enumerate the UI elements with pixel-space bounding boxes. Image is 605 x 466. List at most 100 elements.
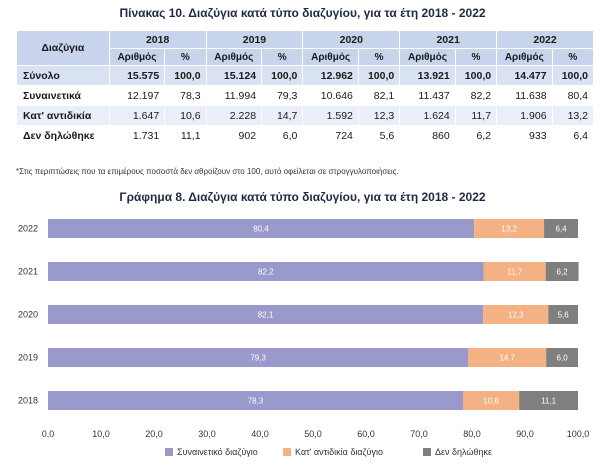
year-header: 2021 [399,30,498,49]
bar-segment [468,348,547,367]
pct-cell: 13,2 [551,105,595,126]
pct-cell: 100,0 [261,65,304,86]
row-label: Συναινετικά [16,85,110,106]
data-label: 11,1 [541,397,557,406]
data-label: 5,6 [558,311,570,320]
count-cell: 1.592 [302,105,359,126]
pct-header: % [551,48,595,66]
pct-cell: 100,0 [551,65,595,86]
count-cell: 1.624 [399,105,456,126]
legend-label: Δεν δηλώθηκε [435,447,492,457]
bar-segment [462,391,520,410]
row-label: Σύνολο [16,65,110,86]
pct-header: % [261,48,304,66]
count-cell: 1.906 [496,105,553,126]
pct-header: % [357,48,401,66]
pct-cell: 10,6 [164,105,207,126]
bar-segment [48,348,469,367]
legend-swatch [283,448,291,456]
bar-segment [544,219,578,238]
pct-cell: 100,0 [164,65,207,86]
count-cell: 724 [302,125,359,146]
x-tick-label: 60,0 [357,429,375,439]
category-label: 2018 [18,396,38,406]
count-header: Αριθμός [496,48,553,66]
bar-segment [48,305,484,324]
data-label: 82,1 [258,311,274,320]
table-row: Κατ' αντιδικία 1.647 10,6 2.228 14,7 1.592 12,… [16,105,595,126]
legend-item: Συναινετικό διαζύγιο [165,447,258,457]
data-label: 80,4 [253,225,269,234]
x-tick-label: 30,0 [198,429,216,439]
count-header: Αριθμός [108,48,166,66]
table-body: Σύνολο 15.575 100,0 15.124 100,0 12.962 100,0 1… [16,65,595,146]
pct-cell: 80,4 [551,85,595,106]
x-tick-label: 20,0 [145,429,163,439]
pct-header: % [164,48,207,66]
bar-segment [483,262,546,281]
data-label: 78,3 [248,397,264,406]
data-label: 6,0 [557,354,569,363]
count-cell: 13.921 [399,65,456,86]
table-row: Σύνολο 15.575 100,0 15.124 100,0 12.962 100,0 1… [16,65,595,86]
count-cell: 12.962 [302,65,359,86]
table-title: Πίνακας 10. Διαζύγια κατά τύπο διαζυγίου… [119,6,486,20]
legend-item: Κατ' αντιδικία διαζύγιο [283,447,383,457]
data-label: 11,7 [507,268,523,277]
x-tick-label: 90,0 [516,429,534,439]
count-cell: 2.228 [205,105,263,126]
corner-header: Διαζύγια [16,30,110,66]
year-header: 2019 [205,30,304,49]
count-header: Αριθμός [302,48,359,66]
bar-segment [48,219,475,238]
count-cell: 12.197 [108,85,166,106]
x-tick-label: 50,0 [304,429,322,439]
pct-cell: 5,6 [357,125,401,146]
data-label: 10,6 [483,397,499,406]
x-tick-label: 70,0 [410,429,428,439]
year-header: 2020 [302,30,401,49]
table-footnote: *Στις περιπτώσεις που τα επιμέρους ποσοσ… [16,167,399,176]
count-cell: 15.575 [108,65,166,86]
x-tick-label: 0,0 [42,429,55,439]
bar-segment [483,305,549,324]
pct-cell: 82,2 [454,85,498,106]
data-label: 6,4 [555,225,567,234]
pct-cell: 100,0 [357,65,401,86]
pct-cell: 79,3 [261,85,304,106]
pct-cell: 11,7 [454,105,498,126]
legend-label: Συναινετικό διαζύγιο [177,447,258,457]
legend-item: Δεν δηλώθηκε [423,447,492,457]
legend-label: Κατ' αντιδικία διαζύγιο [295,447,383,457]
pct-cell: 12,3 [357,105,401,126]
count-cell: 10.646 [302,85,359,106]
table-row: Δεν δηλώθηκε 1.731 11,1 902 6,0 724 5,6 860 6,2 9… [16,125,595,146]
pct-cell: 78,3 [164,85,207,106]
divorce-table: Διαζύγια 2018 2019 2020 2021 2022 Αριθμό… [16,30,595,146]
bar-segment [48,391,463,410]
bar-segment [48,262,484,281]
count-header: Αριθμός [205,48,263,66]
x-tick-label: 40,0 [251,429,269,439]
count-cell: 11.638 [496,85,553,106]
stacked-bar-chart: 2022 80,4 13,2 6,4 2021 82,2 11,7 6,2 2020 82,1 12… [18,219,589,457]
category-label: 2021 [18,267,38,277]
category-label: 2019 [18,353,38,363]
legend-swatch [423,448,431,456]
bar-segment [519,391,578,410]
category-label: 2020 [18,310,38,320]
count-cell: 11.437 [399,85,456,106]
count-cell: 1.731 [108,125,166,146]
count-cell: 1.647 [108,105,166,126]
x-tick-label: 10,0 [92,429,110,439]
data-label: 12,3 [508,311,524,320]
pct-header: % [454,48,498,66]
bar-segment [546,348,578,367]
legend-swatch [165,448,173,456]
data-label: 6,2 [557,268,569,277]
count-cell: 15.124 [205,65,263,86]
chart-title: Γράφημα 8. Διαζύγια κατά τύπο διαζυγίου,… [119,190,486,204]
pct-cell: 11,1 [164,125,207,146]
data-label: 14,7 [499,354,515,363]
bar-segment [545,262,579,281]
